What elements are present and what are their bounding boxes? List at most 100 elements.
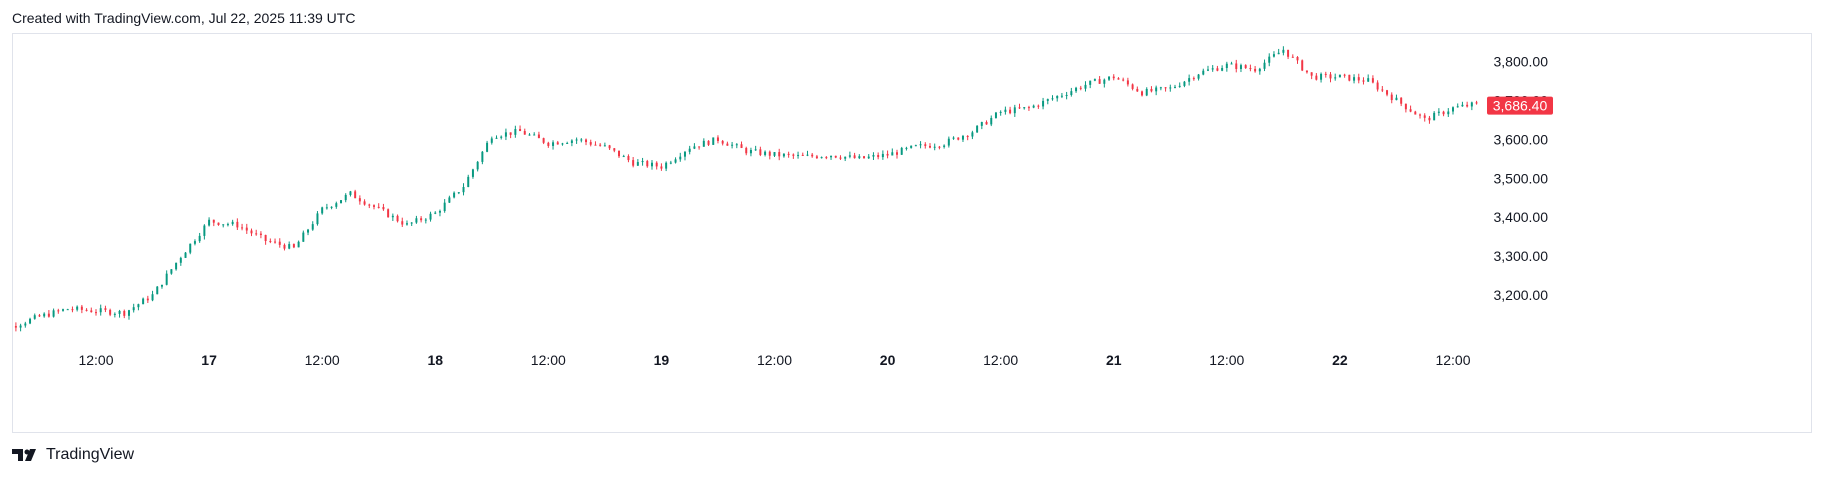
candle-body bbox=[646, 161, 649, 167]
candle-body bbox=[1093, 79, 1096, 81]
candle-body bbox=[585, 139, 588, 143]
candle-body bbox=[113, 313, 116, 315]
candle-body bbox=[745, 147, 748, 154]
candle-body bbox=[773, 152, 776, 156]
candle-body bbox=[222, 224, 225, 226]
candle-body bbox=[905, 147, 908, 149]
candle-body bbox=[109, 309, 112, 315]
candle-body bbox=[1079, 87, 1082, 89]
candle-body bbox=[80, 306, 83, 310]
candle-body bbox=[1070, 91, 1073, 95]
candle-body bbox=[1046, 99, 1049, 101]
candle-body bbox=[71, 309, 74, 311]
candle-body bbox=[650, 162, 653, 167]
candle-body bbox=[146, 298, 149, 301]
candle-body bbox=[1136, 88, 1139, 92]
candle-body bbox=[1334, 77, 1337, 79]
candle-body bbox=[1419, 114, 1422, 116]
candle-body bbox=[514, 129, 517, 135]
candle-body bbox=[76, 306, 79, 310]
candle-body bbox=[547, 142, 550, 146]
candle-body bbox=[1009, 109, 1012, 114]
candle-body bbox=[226, 224, 229, 226]
candle-body bbox=[797, 154, 800, 156]
candle-body bbox=[1206, 69, 1209, 71]
candle-body bbox=[1249, 68, 1252, 70]
candle-body bbox=[127, 310, 130, 316]
candle-body bbox=[792, 154, 795, 156]
candle-body bbox=[19, 325, 22, 328]
candle-body bbox=[1023, 107, 1026, 109]
footer-brand[interactable]: TradingView bbox=[12, 446, 134, 464]
candle-body bbox=[867, 156, 870, 159]
candle-body bbox=[486, 142, 489, 152]
candle-body bbox=[1296, 57, 1299, 61]
candle-body bbox=[1027, 107, 1030, 109]
candle-body bbox=[990, 117, 993, 125]
candle-body bbox=[396, 215, 399, 222]
candle-body bbox=[999, 111, 1002, 113]
candle-body bbox=[1404, 103, 1407, 110]
candle-body bbox=[570, 140, 573, 143]
candle-body bbox=[749, 149, 752, 154]
candle-body bbox=[90, 310, 93, 313]
candle-body bbox=[288, 244, 291, 249]
candle-body bbox=[1164, 87, 1167, 89]
candle-body bbox=[453, 192, 456, 198]
candle-body bbox=[1244, 65, 1247, 69]
candle-body bbox=[943, 145, 946, 147]
candle-body bbox=[801, 154, 804, 156]
candle-body bbox=[519, 129, 522, 132]
candle-body bbox=[1188, 78, 1191, 82]
candle-body bbox=[368, 204, 371, 206]
candle-body bbox=[1126, 80, 1129, 85]
candle-body bbox=[1395, 97, 1398, 101]
candle-body bbox=[594, 144, 597, 146]
candle-body bbox=[627, 156, 630, 161]
candle-body bbox=[811, 154, 814, 157]
candle-body bbox=[1291, 56, 1294, 58]
candle-body bbox=[994, 112, 997, 118]
candle-body bbox=[910, 145, 913, 148]
candle-body bbox=[132, 307, 135, 311]
chart-frame[interactable]: 3,200.00 3,300.00 3,400.00 3,500.00 3,600.00… bbox=[12, 33, 1812, 433]
candle-body bbox=[961, 136, 964, 140]
candle-body bbox=[29, 318, 32, 324]
candle-body bbox=[85, 309, 88, 311]
candle-body bbox=[217, 222, 220, 226]
candle-body bbox=[768, 151, 771, 156]
candle-body bbox=[123, 310, 126, 316]
candle-body bbox=[782, 153, 785, 157]
candle-body bbox=[787, 153, 790, 155]
candle-body bbox=[552, 142, 555, 146]
candle-body bbox=[914, 145, 917, 147]
price-chart[interactable]: 3,200.00 3,300.00 3,400.00 3,500.00 3,600.00… bbox=[13, 34, 1811, 432]
candle-body bbox=[877, 155, 880, 158]
candle-body bbox=[716, 137, 719, 141]
candle-body bbox=[537, 134, 540, 139]
candle-body bbox=[104, 308, 107, 310]
candle-body bbox=[1324, 73, 1327, 75]
candle-body bbox=[924, 144, 927, 146]
candle-body bbox=[363, 201, 366, 205]
last-price-badge-bg bbox=[1487, 96, 1553, 115]
candle-body bbox=[297, 241, 300, 248]
candle-body bbox=[1461, 104, 1464, 107]
candle-body bbox=[424, 219, 427, 221]
candle-body bbox=[1235, 63, 1238, 69]
candle-body bbox=[47, 313, 50, 317]
candle-body bbox=[853, 155, 856, 159]
candle-body bbox=[1353, 77, 1356, 81]
candle-body bbox=[335, 203, 338, 207]
time-tick-label: 19 bbox=[654, 352, 670, 368]
candle-body bbox=[938, 146, 941, 148]
candle-body bbox=[1362, 80, 1365, 82]
candle-body bbox=[839, 157, 842, 159]
candle-body bbox=[236, 221, 239, 228]
candle-body bbox=[622, 156, 625, 158]
price-axis[interactable]: 3,200.00 3,300.00 3,400.00 3,500.00 3,600.00… bbox=[1494, 53, 1549, 303]
time-tick-label: 22 bbox=[1332, 352, 1348, 368]
time-axis[interactable]: 12:00 17 12:00 18 12:00 19 12:00 20 12:00 21 12:00… bbox=[78, 352, 1470, 368]
candle-body bbox=[462, 187, 465, 193]
candle-body bbox=[283, 244, 286, 249]
